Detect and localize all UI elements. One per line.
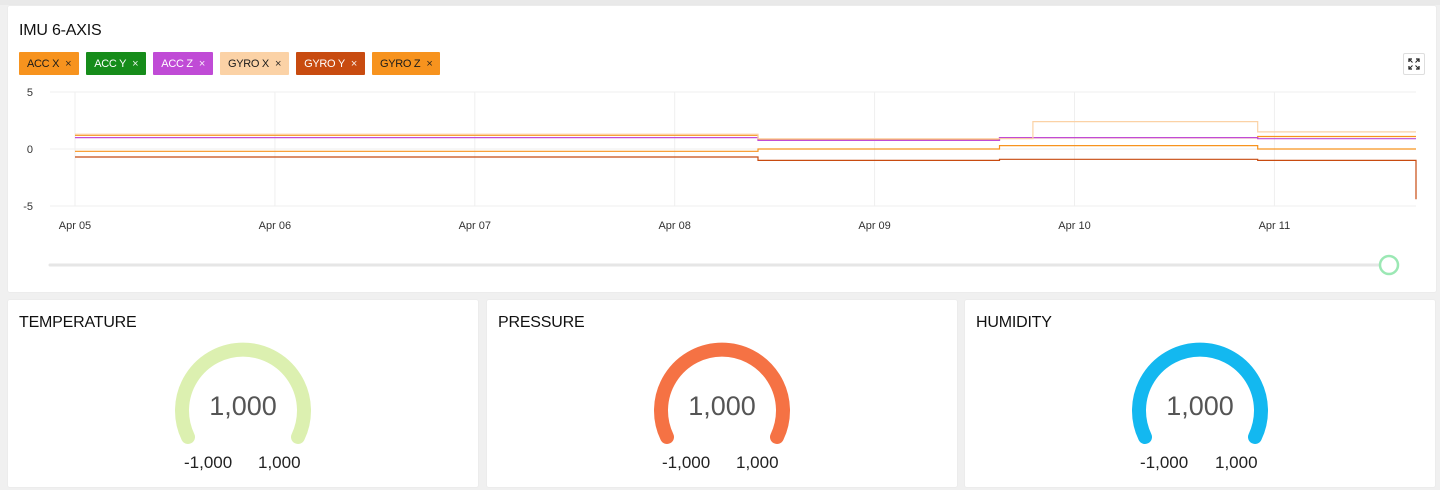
x-tick-label: Apr 11 xyxy=(1259,220,1291,232)
x-tick-label: Apr 10 xyxy=(1058,220,1090,232)
gauge-arc xyxy=(1132,342,1268,444)
close-icon[interactable]: × xyxy=(426,57,433,70)
chip-gyro-y[interactable]: GYRO Y × xyxy=(296,52,365,75)
humidity-gauge xyxy=(1132,342,1268,444)
x-tick-label: Apr 07 xyxy=(459,220,491,232)
chip-label: ACC Y xyxy=(94,57,127,70)
series-line xyxy=(75,137,1416,141)
close-icon[interactable]: × xyxy=(65,57,72,70)
series-chips: ACC X × ACC Y × ACC Z × GYRO X × GYRO Y × GYR… xyxy=(19,52,441,76)
chip-acc-z[interactable]: ACC Z × xyxy=(153,52,213,75)
expand-button[interactable] xyxy=(1403,53,1425,75)
chip-gyro-x[interactable]: GYRO X × xyxy=(219,52,290,75)
series-line xyxy=(75,145,1416,152)
gauge-arc xyxy=(175,342,311,444)
gauge-max: 1,000 xyxy=(1215,453,1258,472)
imu-card: IMU 6-AXIS ACC X × ACC Y × ACC Z × GYRO X × … xyxy=(8,6,1436,292)
x-tick-label: Apr 05 xyxy=(59,220,91,232)
pressure-gauge xyxy=(654,342,790,444)
gauge-title: TEMPERATURE xyxy=(19,314,137,331)
pressure-card: PRESSURE 1,000 -1,000 1,000 xyxy=(487,300,957,487)
gauge-value: 1,000 xyxy=(1166,391,1234,421)
chip-label: GYRO Y xyxy=(304,57,345,70)
x-tick-label: Apr 08 xyxy=(658,220,690,232)
top-strip xyxy=(0,0,1440,5)
imu-chart[interactable]: 5 0 -5 Apr 05 Apr 06 Apr 07 Apr 08 Apr 09 Apr 10… xyxy=(8,6,1436,292)
gauge-min: -1,000 xyxy=(184,453,233,472)
imu-title: IMU 6-AXIS xyxy=(19,22,102,39)
chip-label: GYRO X xyxy=(227,57,269,70)
gauge-value: 1,000 xyxy=(209,391,277,421)
gauge-title: HUMIDITY xyxy=(976,314,1052,331)
x-tick-label: Apr 09 xyxy=(858,220,890,232)
gauge-min: -1,000 xyxy=(1140,453,1189,472)
expand-icon xyxy=(1408,58,1420,70)
temperature-card: TEMPERATURE 1,000 -1,000 1,000 xyxy=(8,300,478,487)
gauge-min: -1,000 xyxy=(662,453,711,472)
chip-label: GYRO Z xyxy=(379,57,421,70)
gauge-max: 1,000 xyxy=(258,453,301,472)
close-icon[interactable]: × xyxy=(198,57,205,70)
chip-label: ACC Z xyxy=(161,57,193,70)
y-tick-label: 0 xyxy=(27,144,33,156)
gauge-max: 1,000 xyxy=(736,453,779,472)
series-line xyxy=(75,120,1416,140)
temperature-gauge xyxy=(175,342,311,444)
y-tick-label: 5 xyxy=(27,87,33,99)
humidity-card: HUMIDITY 1,000 -1,000 1,000 xyxy=(965,300,1435,487)
gauge-value: 1,000 xyxy=(688,391,756,421)
range-slider-handle[interactable] xyxy=(1378,254,1400,276)
chip-gyro-z[interactable]: GYRO Z × xyxy=(371,52,441,75)
close-icon[interactable]: × xyxy=(132,57,139,70)
y-tick-label: -5 xyxy=(23,201,33,213)
series-line xyxy=(75,156,1417,200)
x-tick-label: Apr 06 xyxy=(259,220,291,232)
chip-acc-x[interactable]: ACC X × xyxy=(19,52,80,75)
chip-acc-y[interactable]: ACC Y × xyxy=(86,52,147,75)
chip-label: ACC X xyxy=(27,57,60,70)
close-icon[interactable]: × xyxy=(274,57,282,70)
close-icon[interactable]: × xyxy=(350,57,357,70)
gauge-title: PRESSURE xyxy=(498,314,585,331)
gauge-arc xyxy=(654,342,790,444)
